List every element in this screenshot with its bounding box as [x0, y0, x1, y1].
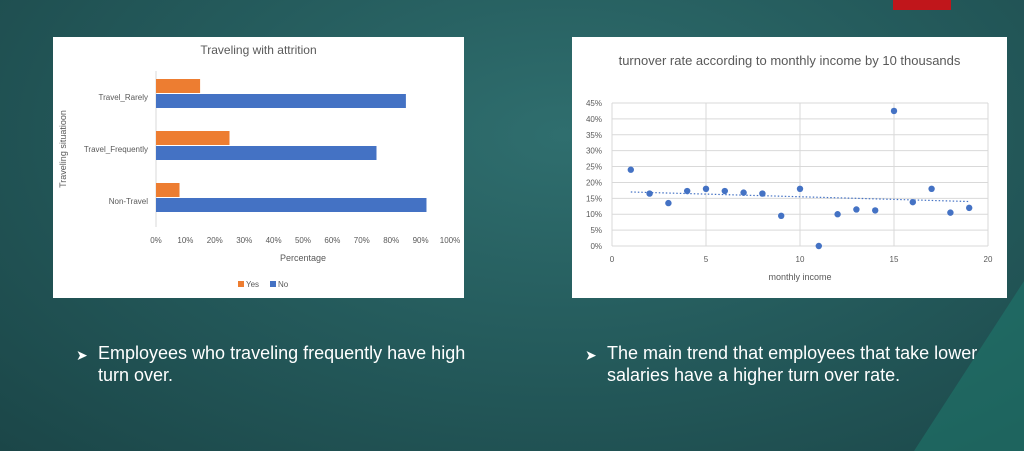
- data-point: [853, 206, 860, 213]
- bullet-travel-text: Employees who traveling frequently have …: [98, 343, 466, 385]
- income-scatter-chart: 0% 5% 10% 15% 20% 25% 30% 35% 40% 45% 0 5 10 15 20 mont…: [586, 99, 993, 282]
- x-tick-label: 0: [610, 255, 615, 264]
- bullet-income-text: The main trend that employees that take …: [607, 343, 978, 385]
- x-tick-label: 80%: [383, 236, 399, 245]
- data-point: [928, 185, 935, 192]
- data-point: [909, 198, 916, 206]
- x-tick-label: 50%: [295, 236, 311, 245]
- data-point: [815, 242, 822, 250]
- x-tick-label: 30%: [236, 236, 252, 245]
- x-tick-label: 10: [796, 255, 805, 264]
- y-tick-label: 40%: [586, 115, 602, 124]
- x-tick-label: 10%: [177, 236, 193, 245]
- data-point: [796, 185, 804, 192]
- data-point: [778, 212, 785, 220]
- legend-swatch-yes: [238, 281, 244, 287]
- data-point: [646, 190, 653, 197]
- y-tick-label: 35%: [586, 131, 602, 140]
- x-tick-label: 100%: [440, 236, 460, 245]
- bullet-travel: ➤ Employees who traveling frequently hav…: [76, 342, 476, 386]
- x-tick-label: 15: [890, 255, 899, 264]
- slide-accent-bar: [893, 0, 951, 10]
- x-tick-label: 70%: [354, 236, 370, 245]
- x-tick-label: 40%: [266, 236, 282, 245]
- legend-label-no: No: [278, 280, 289, 289]
- bar-no-travel_frequently: [156, 146, 377, 160]
- x-tick-label: 90%: [413, 236, 429, 245]
- bar-yes-travel_frequently: [156, 131, 230, 145]
- bar-yes-non-travel: [156, 183, 180, 197]
- x-tick-label: 0%: [150, 236, 162, 245]
- x-tick-label: 5: [704, 255, 709, 264]
- data-point: [740, 189, 747, 196]
- data-point: [665, 199, 672, 207]
- category-label: Travel_Rarely: [99, 93, 149, 102]
- bar-no-non-travel: [156, 198, 427, 212]
- y-axis-title: Traveling situatioon: [58, 110, 68, 188]
- y-tick-label: 5%: [590, 226, 602, 235]
- data-point: [890, 107, 898, 115]
- legend-swatch-no: [270, 281, 276, 287]
- x-tick-label: 60%: [324, 236, 340, 245]
- y-tick-label: 10%: [586, 210, 602, 219]
- attrition-chart-panel: Traveling with attrition Travel_Rarely Tr…: [53, 37, 464, 298]
- y-tick-label: 25%: [586, 163, 602, 172]
- attrition-bar-chart: Travel_Rarely Travel_Frequently Non-Travel…: [58, 71, 460, 289]
- x-tick-label: 20%: [207, 236, 223, 245]
- y-tick-label: 30%: [586, 147, 602, 156]
- data-point: [872, 207, 879, 214]
- data-point: [966, 204, 973, 212]
- category-label: Non-Travel: [109, 197, 148, 206]
- legend-label-yes: Yes: [246, 280, 259, 289]
- arrow-bullet-icon: ➤: [76, 347, 88, 363]
- data-point: [702, 185, 710, 192]
- y-tick-label: 45%: [586, 99, 602, 108]
- data-point: [684, 187, 691, 195]
- data-point: [834, 211, 841, 218]
- bar-no-travel_rarely: [156, 94, 406, 108]
- category-label: Travel_Frequently: [84, 145, 148, 154]
- attrition-chart-title: Traveling with attrition: [200, 43, 317, 57]
- y-tick-label: 20%: [586, 178, 602, 187]
- income-chart-panel: turnover rate according to monthly incom…: [572, 37, 1007, 298]
- x-tick-label: 20: [984, 255, 993, 264]
- x-axis-title: Percentage: [280, 253, 326, 263]
- income-chart-title: turnover rate according to monthly incom…: [618, 53, 961, 68]
- x-axis-title: monthly income: [768, 272, 831, 282]
- slide-decor-triangle: [914, 281, 1024, 451]
- y-tick-label: 0%: [590, 242, 602, 251]
- bar-yes-travel_rarely: [156, 79, 201, 93]
- data-point: [947, 209, 954, 216]
- arrow-bullet-icon: ➤: [585, 347, 597, 363]
- data-point: [759, 190, 766, 197]
- data-point: [627, 166, 634, 173]
- bullet-income: ➤ The main trend that employees that tak…: [585, 342, 985, 386]
- data-point: [721, 187, 728, 195]
- y-tick-label: 15%: [586, 194, 602, 203]
